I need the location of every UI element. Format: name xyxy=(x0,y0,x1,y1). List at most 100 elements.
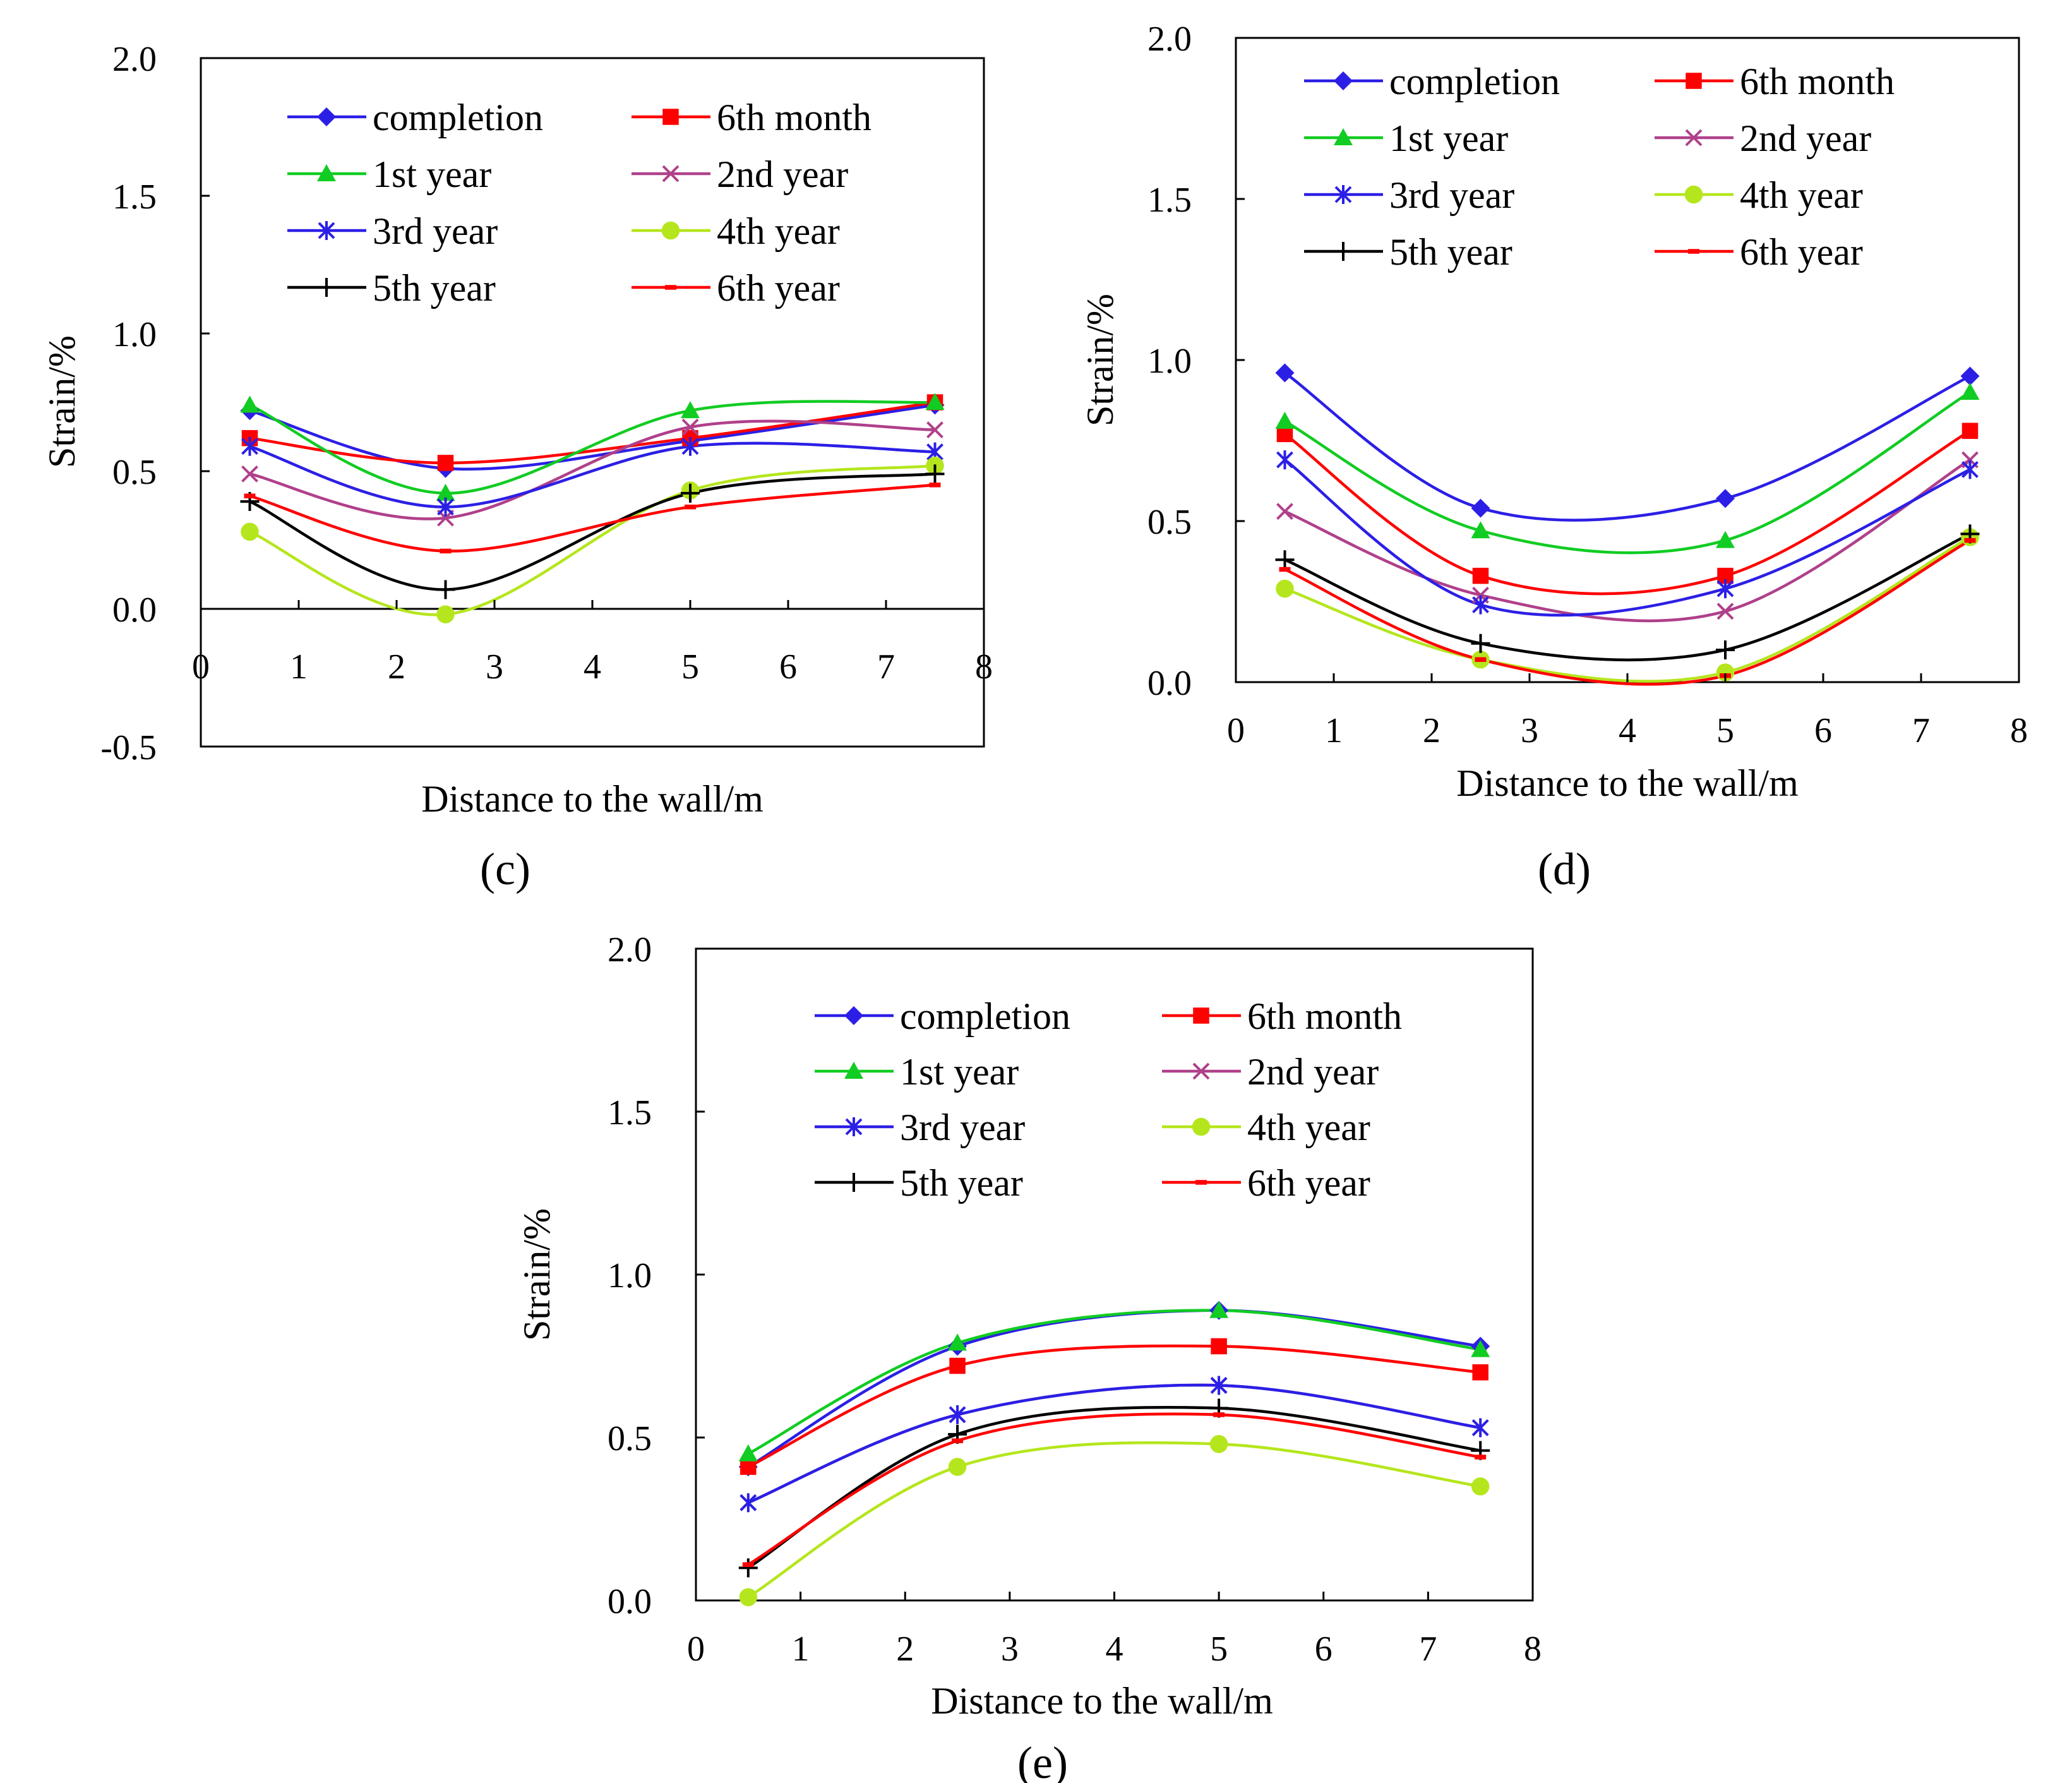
legend-label: 3rd year xyxy=(373,210,498,252)
y-axis-title: Strain/% xyxy=(516,1208,558,1341)
legend-marker xyxy=(665,285,676,290)
series-line-6th-month xyxy=(1284,429,1971,596)
panel-caption: (c) xyxy=(480,844,530,894)
legend-marker xyxy=(1192,1117,1211,1136)
series-line-6th-month xyxy=(249,400,935,465)
data-point xyxy=(1475,657,1487,663)
legend-label: 6th year xyxy=(1247,1162,1370,1204)
data-point xyxy=(1210,1376,1228,1395)
legend-label: 2nd year xyxy=(1740,117,1871,159)
x-tick-label: 4 xyxy=(584,647,601,687)
series-line-2nd-year xyxy=(1284,459,1971,623)
data-point xyxy=(1275,363,1295,383)
data-point xyxy=(1471,498,1490,518)
data-point xyxy=(240,395,260,413)
data-point xyxy=(440,548,452,554)
data-point xyxy=(1209,1435,1228,1453)
data-point xyxy=(948,1458,967,1476)
legend-item: completion xyxy=(1304,61,1560,102)
data-point xyxy=(952,1438,964,1443)
data-point xyxy=(949,1405,966,1424)
legend-item: completion xyxy=(815,995,1070,1037)
series-line-3rd-year xyxy=(747,1383,1481,1504)
legend-item: 5th year xyxy=(1304,231,1512,273)
series-line-6th-year xyxy=(249,483,935,553)
x-axis-title: Distance to the wall/m xyxy=(1456,762,1799,804)
data-point xyxy=(241,436,258,456)
data-point xyxy=(926,421,943,439)
y-tick-label: 2.0 xyxy=(112,40,157,79)
data-point xyxy=(925,464,945,484)
series-line-4th-year xyxy=(747,1441,1481,1599)
y-tick-label: 0.0 xyxy=(1147,664,1192,703)
data-point xyxy=(1211,1338,1227,1355)
legend-label: 2nd year xyxy=(717,153,848,195)
legend-marker xyxy=(1685,129,1703,147)
legend-marker xyxy=(1193,1007,1209,1024)
y-tick-label: 2.0 xyxy=(608,930,652,970)
x-axis-title: Distance to the wall/m xyxy=(931,1680,1273,1722)
data-point xyxy=(738,1558,758,1578)
series-line-6th-year xyxy=(747,1412,1481,1566)
data-point xyxy=(1716,489,1735,508)
data-point xyxy=(1716,579,1734,599)
legend-marker xyxy=(1192,1062,1210,1080)
legend-label: 4th year xyxy=(1740,174,1863,216)
series-line-3rd-year xyxy=(1284,459,1971,617)
legend-item: 2nd year xyxy=(1655,117,1871,159)
x-tick-label: 1 xyxy=(1325,711,1343,750)
legend-marker xyxy=(1688,249,1699,254)
data-point xyxy=(1716,640,1735,659)
legend-marker xyxy=(1334,71,1353,90)
panel-caption: (d) xyxy=(1538,844,1591,894)
series-line-5th-year xyxy=(1284,532,1971,661)
series-line-6th-year xyxy=(1284,539,1971,686)
series-line-1st-year xyxy=(1284,391,1971,555)
data-point xyxy=(1960,383,1980,400)
data-point xyxy=(739,1588,758,1607)
y-axis-title: Strain/% xyxy=(41,335,83,468)
panel-caption: (e) xyxy=(1017,1738,1068,1783)
legend-item: 6th month xyxy=(1162,995,1402,1037)
legend-marker xyxy=(1686,73,1702,89)
data-point xyxy=(1475,1455,1487,1460)
x-tick-label: 5 xyxy=(681,647,699,687)
series-line-6th-month xyxy=(747,1344,1481,1468)
legend-marker xyxy=(662,109,679,125)
data-point xyxy=(740,1493,757,1513)
data-point xyxy=(925,393,945,410)
data-point xyxy=(948,1333,967,1351)
x-tick-label: 5 xyxy=(1210,1630,1228,1669)
legend-marker xyxy=(1334,128,1353,145)
data-point xyxy=(436,580,455,599)
data-point xyxy=(681,418,699,436)
data-point xyxy=(1209,1300,1229,1318)
legend-label: 1st year xyxy=(373,153,491,195)
data-point xyxy=(740,1458,757,1475)
x-tick-label: 3 xyxy=(1521,711,1538,750)
x-tick-label: 7 xyxy=(877,647,895,687)
legend-item: 5th year xyxy=(815,1162,1023,1204)
x-tick-label: 0 xyxy=(192,647,210,687)
legend-label: 6th year xyxy=(717,267,840,309)
legend-marker xyxy=(845,1117,863,1136)
legend-item: 6th month xyxy=(1655,61,1895,102)
legend-label: completion xyxy=(900,995,1070,1037)
data-point xyxy=(738,1444,758,1462)
series-line-completion xyxy=(1284,371,1971,522)
x-tick-label: 8 xyxy=(1524,1630,1542,1669)
data-point xyxy=(244,493,256,498)
data-point xyxy=(681,483,700,503)
data-point xyxy=(1471,521,1490,539)
legend-label: 5th year xyxy=(373,267,496,309)
x-tick-label: 7 xyxy=(1912,711,1930,750)
legend-label: 4th year xyxy=(717,210,840,252)
data-point xyxy=(742,1562,754,1567)
legend-marker xyxy=(844,1062,863,1079)
data-point xyxy=(241,465,258,483)
legend-item: 3rd year xyxy=(1304,174,1514,216)
legend-item: 6th year xyxy=(1655,231,1863,273)
data-point xyxy=(1961,423,1979,439)
y-axis-title: Strain/% xyxy=(1079,294,1121,426)
